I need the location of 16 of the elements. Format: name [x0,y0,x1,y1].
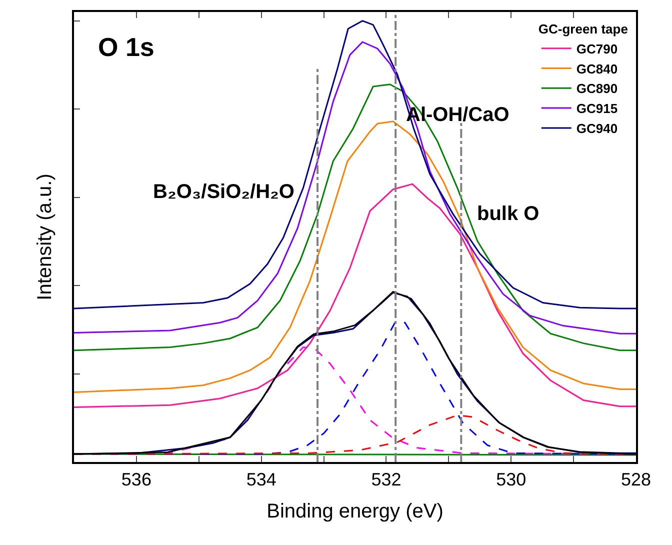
x-tick-label: 528 [620,470,652,490]
y-axis-title: Intensity (a.u.) [34,174,56,300]
legend-label: GC940 [576,121,618,136]
x-tick-label: 536 [121,470,152,490]
x-tick-label: 534 [246,470,276,490]
legend-label: GC915 [576,101,618,116]
annotation: O 1s [98,32,154,62]
ref-line-label: B₂O₃/SiO₂/H₂O [153,181,294,203]
x-axis-title: Binding energy (eV) [266,500,444,523]
legend-label: GC890 [576,81,618,96]
legend-label: GC840 [576,61,618,76]
x-tick-label: 530 [496,470,526,490]
legend-label: GC790 [576,41,618,56]
legend-title: GC-green tape [538,21,628,36]
ref-line-label: bulk O [477,203,540,225]
x-tick-label: 532 [371,470,402,490]
